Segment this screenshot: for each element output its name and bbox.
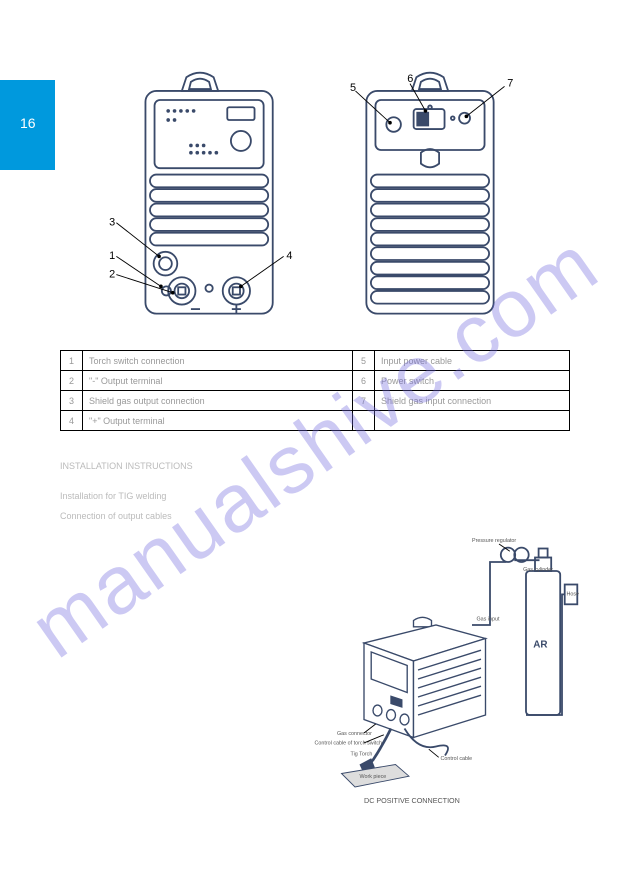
table-row: 1 Torch switch connection 5 Input power …: [61, 351, 570, 371]
connection-type: DC POSITIVE CONNECTION: [364, 796, 460, 805]
pressure-label: Pressure regulator: [472, 538, 516, 544]
callout-1: 1: [109, 250, 115, 262]
hose-label: Hose: [567, 591, 580, 597]
device-back: 5 6 7: [330, 70, 530, 330]
parts-table: 1 Torch switch connection 5 Input power …: [60, 350, 570, 431]
callout-4: 4: [286, 250, 292, 262]
page-number: 16: [20, 115, 36, 131]
section-title: INSTALLATION INSTRUCTIONS: [60, 460, 193, 473]
cell-label: Torch switch connection: [83, 351, 353, 371]
cell-num: 1: [61, 351, 83, 371]
workpiece-label: Work piece: [360, 774, 387, 780]
gasconn-label: Gas connector: [337, 731, 372, 737]
section-body1: Installation for TIG welding: [60, 490, 166, 503]
callout-6: 6: [407, 73, 413, 85]
gas-cylinder-label: Gas cylinder: [523, 567, 553, 573]
gas-input-label: Gas input: [477, 617, 501, 623]
cell-num: 5: [353, 351, 375, 371]
callout-2: 2: [109, 268, 115, 280]
callout-7: 7: [507, 77, 513, 89]
device-front: 3 1 2 4: [100, 70, 300, 330]
table-row: 3 Shield gas output connection 7 Shield …: [61, 391, 570, 411]
callout-3: 3: [109, 216, 115, 228]
ar-label: AR: [533, 640, 547, 651]
controlcable-label: Control cable of torch switch: [315, 741, 383, 747]
controlcable2-label: Control cable: [441, 756, 473, 762]
tigtorch-label: Tig Torch: [351, 752, 373, 758]
cell-label: Input power cable: [375, 351, 570, 371]
callout-5: 5: [350, 82, 356, 94]
table-row: 4 "+" Output terminal: [61, 411, 570, 431]
device-diagrams: 3 1 2 4: [100, 70, 530, 330]
connection-diagram: AR Pressure regulator Hose Gas input: [310, 530, 580, 810]
section-body2: Connection of output cables: [60, 510, 172, 523]
table-row: 2 "-" Output terminal 6 Power switch: [61, 371, 570, 391]
